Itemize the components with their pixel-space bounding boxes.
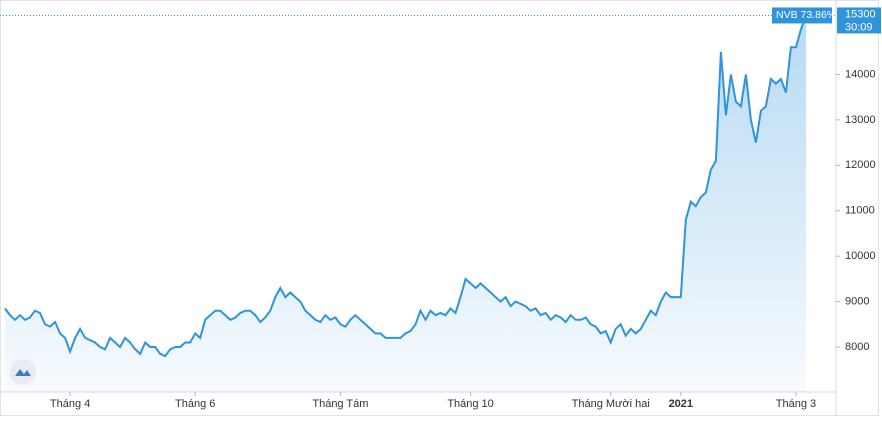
area-fill bbox=[5, 15, 806, 393]
x-tick-label: Tháng Tám bbox=[312, 398, 368, 410]
y-tick-label: 14000 bbox=[845, 68, 876, 80]
y-tick-label: 9000 bbox=[845, 296, 869, 308]
logo[interactable] bbox=[10, 359, 36, 385]
frame bbox=[0, 0, 879, 416]
x-tick-label: Tháng 4 bbox=[50, 398, 90, 410]
x-tick-label: Tháng Mười hai bbox=[572, 398, 650, 410]
x-tick-label: Tháng 6 bbox=[175, 398, 215, 410]
y-tick-label: 11000 bbox=[845, 205, 875, 217]
price-line bbox=[4, 15, 807, 358]
x-tick-label: 2021 bbox=[669, 398, 693, 410]
y-tick-label: 10000 bbox=[845, 250, 876, 262]
x-tick-label: Tháng 3 bbox=[776, 398, 816, 410]
y-tick-label: 8000 bbox=[845, 341, 869, 353]
logo-icon bbox=[15, 369, 31, 376]
last-price-label: 15300 bbox=[845, 8, 876, 20]
price-badge bbox=[837, 7, 881, 34]
countdown-label: 30:09 bbox=[845, 21, 873, 33]
y-tick-label: 13000 bbox=[845, 114, 876, 126]
x-tick-label: Tháng 10 bbox=[447, 398, 493, 410]
symbol-label: NVB 73.86% bbox=[776, 9, 836, 21]
symbol-badge bbox=[772, 7, 832, 24]
y-tick-label: 12000 bbox=[845, 159, 876, 171]
logo-bg bbox=[10, 359, 36, 385]
